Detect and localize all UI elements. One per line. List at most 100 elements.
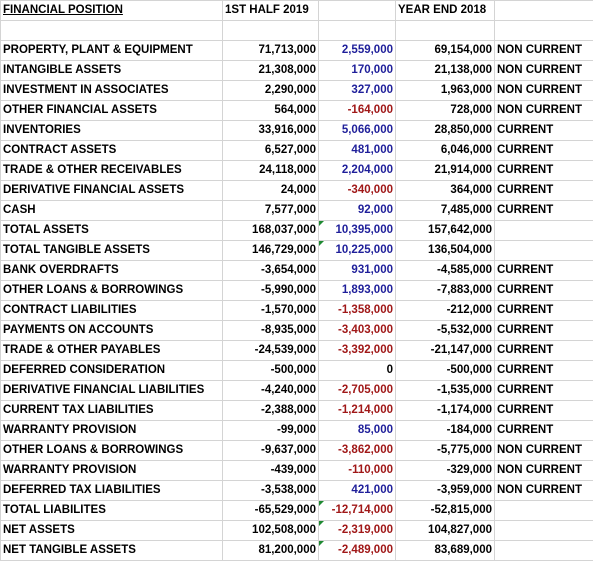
classification[interactable]: NON CURRENT: [494, 440, 593, 461]
value-year-end-2018[interactable]: 136,504,000: [395, 240, 495, 261]
classification[interactable]: CURRENT: [494, 400, 593, 421]
value-change[interactable]: -110,000: [318, 460, 396, 481]
value-1st-half-2019[interactable]: -65,529,000: [222, 500, 319, 521]
classification[interactable]: CURRENT: [494, 360, 593, 381]
classification[interactable]: CURRENT: [494, 140, 593, 161]
value-1st-half-2019[interactable]: 24,118,000: [222, 160, 319, 181]
classification[interactable]: NON CURRENT: [494, 60, 593, 81]
value-1st-half-2019[interactable]: -2,388,000: [222, 400, 319, 421]
value-change[interactable]: 421,000: [318, 480, 396, 501]
value-year-end-2018[interactable]: 21,138,000: [395, 60, 495, 81]
classification[interactable]: NON CURRENT: [494, 460, 593, 481]
row-label[interactable]: TOTAL ASSETS: [0, 220, 223, 241]
value-year-end-2018[interactable]: -184,000: [395, 420, 495, 441]
value-1st-half-2019[interactable]: -1,570,000: [222, 300, 319, 321]
row-label[interactable]: NET ASSETS: [0, 520, 223, 541]
header-year-end-2018[interactable]: YEAR END 2018: [395, 0, 495, 21]
classification[interactable]: CURRENT: [494, 300, 593, 321]
classification[interactable]: CURRENT: [494, 120, 593, 141]
value-year-end-2018[interactable]: -1,535,000: [395, 380, 495, 401]
value-1st-half-2019[interactable]: 7,577,000: [222, 200, 319, 221]
value-1st-half-2019[interactable]: -5,990,000: [222, 280, 319, 301]
value-change[interactable]: 92,000: [318, 200, 396, 221]
value-change[interactable]: -3,862,000: [318, 440, 396, 461]
row-label[interactable]: TOTAL LIABILITES: [0, 500, 223, 521]
value-change[interactable]: 2,559,000: [318, 40, 396, 61]
row-label[interactable]: NET TANGIBLE ASSETS: [0, 540, 223, 561]
row-label[interactable]: CURRENT TAX LIABILITIES: [0, 400, 223, 421]
classification[interactable]: CURRENT: [494, 340, 593, 361]
value-year-end-2018[interactable]: 83,689,000: [395, 540, 495, 561]
value-change[interactable]: 931,000: [318, 260, 396, 281]
empty-cell[interactable]: [0, 20, 223, 41]
classification[interactable]: [494, 520, 593, 541]
row-label[interactable]: TRADE & OTHER RECEIVABLES: [0, 160, 223, 181]
value-change[interactable]: -3,403,000: [318, 320, 396, 341]
value-year-end-2018[interactable]: 6,046,000: [395, 140, 495, 161]
empty-cell[interactable]: [318, 20, 396, 41]
value-year-end-2018[interactable]: -1,174,000: [395, 400, 495, 421]
row-label[interactable]: INVENTORIES: [0, 120, 223, 141]
row-label[interactable]: DERIVATIVE FINANCIAL LIABILITIES: [0, 380, 223, 401]
row-label[interactable]: BANK OVERDRAFTS: [0, 260, 223, 281]
row-label[interactable]: OTHER FINANCIAL ASSETS: [0, 100, 223, 121]
classification[interactable]: [494, 240, 593, 261]
header-1st-half-2019[interactable]: 1ST HALF 2019: [222, 0, 319, 21]
value-year-end-2018[interactable]: -5,775,000: [395, 440, 495, 461]
row-label[interactable]: CONTRACT ASSETS: [0, 140, 223, 161]
value-1st-half-2019[interactable]: -500,000: [222, 360, 319, 381]
value-change[interactable]: 2,204,000: [318, 160, 396, 181]
row-label[interactable]: INVESTMENT IN ASSOCIATES: [0, 80, 223, 101]
value-1st-half-2019[interactable]: -99,000: [222, 420, 319, 441]
row-label[interactable]: WARRANTY PROVISION: [0, 420, 223, 441]
value-1st-half-2019[interactable]: 564,000: [222, 100, 319, 121]
row-label[interactable]: OTHER LOANS & BORROWINGS: [0, 280, 223, 301]
value-change[interactable]: -2,319,000: [318, 520, 396, 541]
value-1st-half-2019[interactable]: 2,290,000: [222, 80, 319, 101]
value-change[interactable]: 0: [318, 360, 396, 381]
classification[interactable]: CURRENT: [494, 160, 593, 181]
value-year-end-2018[interactable]: 69,154,000: [395, 40, 495, 61]
value-1st-half-2019[interactable]: -3,538,000: [222, 480, 319, 501]
classification[interactable]: [494, 220, 593, 241]
classification[interactable]: CURRENT: [494, 380, 593, 401]
classification[interactable]: NON CURRENT: [494, 40, 593, 61]
value-1st-half-2019[interactable]: -9,637,000: [222, 440, 319, 461]
empty-cell[interactable]: [222, 20, 319, 41]
value-1st-half-2019[interactable]: -439,000: [222, 460, 319, 481]
title-cell[interactable]: FINANCIAL POSITION: [0, 0, 223, 21]
value-change[interactable]: -1,358,000: [318, 300, 396, 321]
value-change[interactable]: 10,395,000: [318, 220, 396, 241]
row-label[interactable]: DERIVATIVE FINANCIAL ASSETS: [0, 180, 223, 201]
value-year-end-2018[interactable]: -212,000: [395, 300, 495, 321]
value-1st-half-2019[interactable]: 146,729,000: [222, 240, 319, 261]
value-1st-half-2019[interactable]: 168,037,000: [222, 220, 319, 241]
row-label[interactable]: PAYMENTS ON ACCOUNTS: [0, 320, 223, 341]
value-1st-half-2019[interactable]: 81,200,000: [222, 540, 319, 561]
value-year-end-2018[interactable]: 21,914,000: [395, 160, 495, 181]
classification[interactable]: CURRENT: [494, 320, 593, 341]
value-change[interactable]: 481,000: [318, 140, 396, 161]
value-change[interactable]: 10,225,000: [318, 240, 396, 261]
value-year-end-2018[interactable]: -3,959,000: [395, 480, 495, 501]
value-year-end-2018[interactable]: -500,000: [395, 360, 495, 381]
empty-cell[interactable]: [494, 20, 593, 41]
classification[interactable]: CURRENT: [494, 180, 593, 201]
value-change[interactable]: -2,705,000: [318, 380, 396, 401]
value-1st-half-2019[interactable]: 21,308,000: [222, 60, 319, 81]
value-1st-half-2019[interactable]: -8,935,000: [222, 320, 319, 341]
value-1st-half-2019[interactable]: 102,508,000: [222, 520, 319, 541]
classification[interactable]: NON CURRENT: [494, 480, 593, 501]
value-change[interactable]: -3,392,000: [318, 340, 396, 361]
header-change[interactable]: [318, 0, 396, 21]
value-year-end-2018[interactable]: -4,585,000: [395, 260, 495, 281]
value-1st-half-2019[interactable]: 6,527,000: [222, 140, 319, 161]
value-year-end-2018[interactable]: 7,485,000: [395, 200, 495, 221]
value-change[interactable]: 327,000: [318, 80, 396, 101]
classification[interactable]: CURRENT: [494, 420, 593, 441]
classification[interactable]: CURRENT: [494, 280, 593, 301]
row-label[interactable]: PROPERTY, PLANT & EQUIPMENT: [0, 40, 223, 61]
value-change[interactable]: -340,000: [318, 180, 396, 201]
classification[interactable]: CURRENT: [494, 200, 593, 221]
classification[interactable]: [494, 500, 593, 521]
